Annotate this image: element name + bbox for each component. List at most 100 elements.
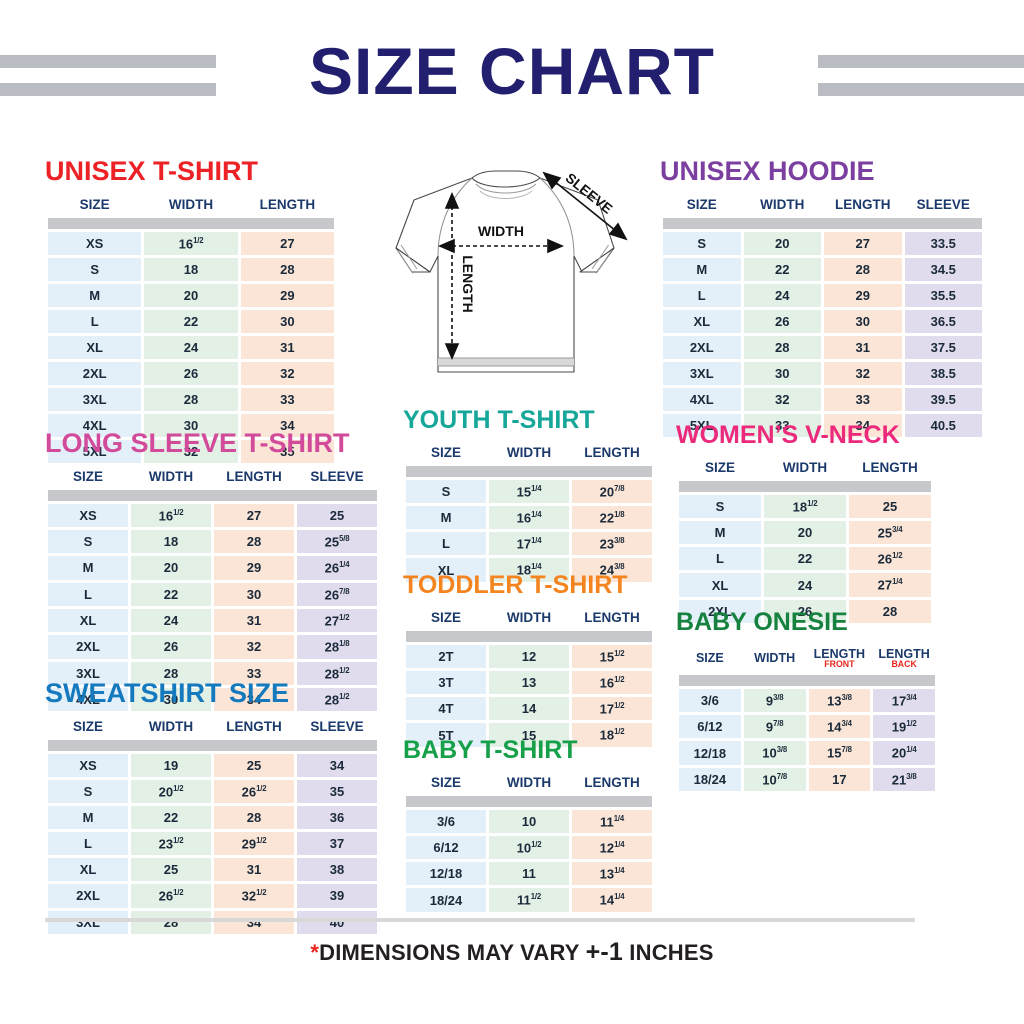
cell-value: 25 [297, 503, 377, 527]
cell-value: 11 [489, 862, 569, 886]
col-header-sleeve: SLEEVE [310, 718, 364, 734]
cell-size: 6/12 [406, 835, 486, 860]
col-header-width: WIDTH [148, 468, 194, 484]
cell-size: S [48, 779, 128, 803]
table-row: XS 19 25 34 [48, 753, 377, 777]
cell-value: 271/4 [849, 573, 931, 597]
header-rule [48, 217, 334, 229]
size-table-youth-tshirt: SIZE WIDTH LENGTH S 151/4 207/8 M 161/4 221/8… [403, 441, 655, 585]
cell-size: 3XL [663, 361, 741, 385]
cell-value: 32 [743, 387, 821, 411]
col-header-size: SIZE [430, 774, 461, 790]
cell-value: 161/2 [144, 231, 238, 255]
table-title-baby-onesie: BABY ONESIE [676, 608, 848, 636]
col-header-size: SIZE [430, 609, 461, 625]
footer-divider [45, 918, 915, 922]
cell-value: 133/8 [808, 688, 871, 713]
page-header: SIZE CHART [0, 0, 1024, 130]
table-row: 4XL 30 34 [48, 413, 334, 437]
cell-value: 20 [743, 231, 821, 255]
table-row: 4XL 32 33 39.5 [663, 387, 982, 411]
cell-size: L [406, 532, 486, 556]
header-rule [663, 217, 982, 229]
cell-value: 31 [214, 858, 294, 882]
col-header-width: WIDTH [782, 459, 828, 475]
cell-size: S [48, 529, 128, 554]
cell-value: 34 [214, 687, 294, 712]
cell-value: 173/4 [873, 688, 935, 713]
cell-value: 27 [824, 231, 902, 255]
col-header-width-label: WIDTH [754, 650, 796, 665]
cell-value: 22 [131, 582, 211, 606]
cell-value: 28 [131, 910, 211, 934]
cell-value: 255/8 [297, 529, 377, 554]
table-title-unisex-tshirt: UNISEX T-SHIRT [45, 156, 259, 186]
cell-size: S [406, 479, 486, 503]
table-long-sleeve-tshirt: LONG SLEEVE T-SHIRT SIZE WIDTH LENGTH SL… [45, 429, 380, 715]
col-header-length: LENGTH [584, 609, 640, 625]
cell-value: 22 [764, 547, 846, 571]
cell-value: 40 [297, 910, 377, 934]
table-header-row: SIZE WIDTH LENGTH SLEEVE [663, 196, 982, 215]
cell-size: 3XL [48, 387, 142, 411]
table-row: M 20 29 [48, 283, 334, 307]
cell-size: 3T [406, 670, 486, 695]
cell-size: XL [48, 858, 128, 882]
cell-value: 14 [489, 697, 569, 721]
cell-value: 24 [131, 608, 211, 633]
table-body: 2T 12 151/2 3T 13 161/2 4T 14 171/2 5T 15 181/2 [406, 644, 652, 747]
cell-size: L [48, 309, 142, 333]
cell-value: 22 [131, 805, 211, 829]
cell-value: 281/2 [297, 661, 377, 685]
cell-value: 28 [824, 257, 902, 281]
cell-value: 24 [144, 335, 238, 359]
cell-size: 5XL [663, 413, 741, 437]
table-row: 3T 13 161/2 [406, 670, 652, 695]
col-header-width: WIDTH [168, 196, 214, 212]
cell-value: 181/2 [572, 723, 652, 747]
table-row: 4XL 30 34 281/2 [48, 687, 377, 712]
cell-size: 2XL [48, 361, 142, 385]
cell-value: 20 [131, 556, 211, 580]
cell-value: 233/8 [572, 532, 652, 556]
cell-size: XS [48, 231, 142, 255]
table-row: 5T 15 181/2 [406, 723, 652, 747]
cell-value: 103/8 [743, 741, 806, 765]
cell-size: M [48, 805, 128, 829]
cell-value: 36.5 [904, 309, 982, 333]
cell-size: L [48, 831, 128, 856]
cell-value: 32 [144, 439, 238, 463]
cell-value: 26 [131, 635, 211, 659]
table-row: 4T 14 171/2 [406, 697, 652, 721]
size-table-long-sleeve-tshirt: SIZE WIDTH LENGTH SLEEVE XS 161/2 27 25 S 18 2… [45, 465, 380, 715]
cell-size: S [663, 231, 741, 255]
cell-value: 32 [214, 635, 294, 659]
cell-value: 27 [240, 231, 334, 255]
col-header-length-back-label: LENGTH [878, 646, 930, 661]
cell-value: 37 [297, 831, 377, 856]
cell-value: 111/2 [489, 888, 569, 912]
cell-value: 28 [144, 387, 238, 411]
table-row: 2XL 26 28 [679, 599, 931, 623]
cell-value: 24 [764, 573, 846, 597]
cell-value: 31 [214, 608, 294, 633]
table-row: 2XL 28 31 37.5 [663, 335, 982, 359]
table-row: 2XL 26 32 281/8 [48, 635, 377, 659]
col-header-length: LENGTH [226, 468, 282, 484]
table-body: S 20 27 33.5 M 22 28 34.5 L 24 29 35.5 XL 26 30 36.5 2XL… [663, 231, 982, 437]
table-row: S 181/2 25 [679, 494, 931, 518]
col-header-sleeve: SLEEVE [916, 196, 970, 212]
table-row: M 22 28 34.5 [663, 257, 982, 281]
col-header-length-front: LENGTH FRONT [809, 646, 871, 672]
table-row: M 22 28 36 [48, 805, 377, 829]
cell-value: 161/4 [489, 505, 569, 530]
cell-value: 261/4 [297, 556, 377, 580]
cell-value: 97/8 [743, 715, 806, 739]
header-bar-right-bottom [818, 83, 1024, 96]
cell-size: 4XL [48, 413, 142, 437]
cell-size: 3/6 [406, 809, 486, 833]
table-row: S 151/4 207/8 [406, 479, 652, 503]
table-row: 5XL 33 34 40.5 [663, 413, 982, 437]
cell-value: 171/2 [572, 697, 652, 721]
